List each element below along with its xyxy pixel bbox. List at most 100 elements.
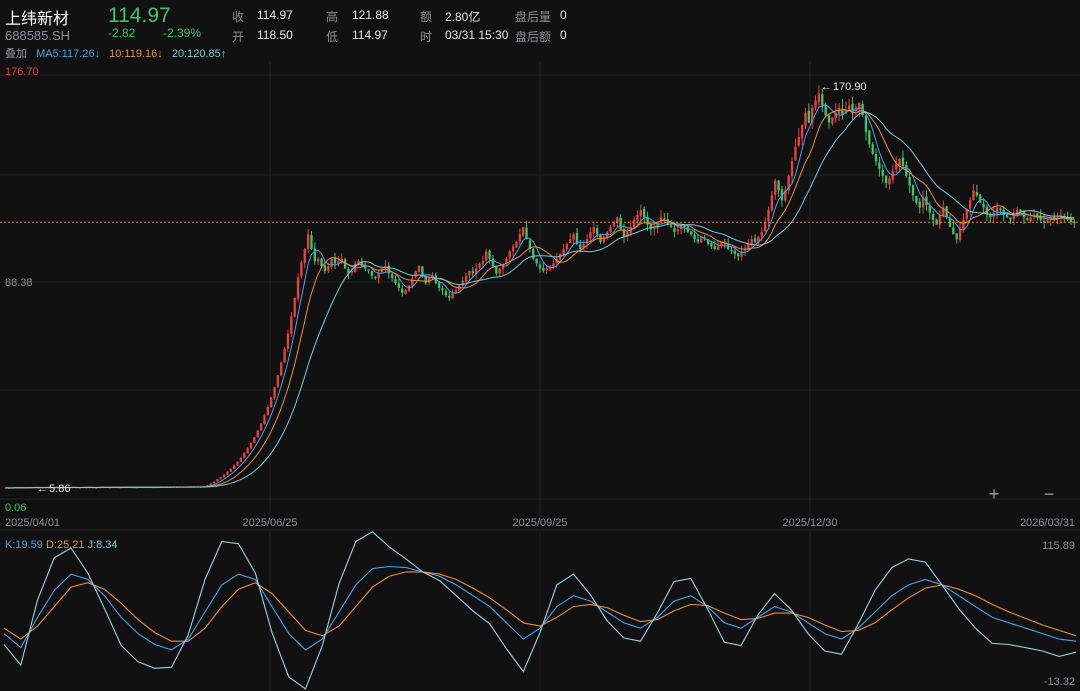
candle-body — [212, 481, 216, 484]
candle-body — [575, 233, 579, 245]
candle-body — [569, 239, 572, 244]
candle-body — [589, 231, 592, 239]
candle-body — [737, 253, 740, 257]
candle-body — [300, 262, 303, 277]
ma10-legend: 10:119.16↓ — [109, 48, 163, 60]
candle-body — [481, 261, 485, 264]
candle-body — [656, 222, 659, 229]
candle-body — [952, 227, 955, 235]
candle-body — [404, 290, 407, 294]
x-tick-label: 2025/12/30 — [782, 517, 837, 529]
candle-body — [972, 190, 975, 201]
candle-body — [216, 479, 219, 482]
price-change-pct: -2.39% — [163, 26, 202, 40]
candle-body — [965, 210, 968, 219]
close-value: 114.97 — [257, 8, 293, 22]
candle-body — [1019, 209, 1022, 213]
candle-body — [676, 229, 679, 232]
candle-body — [827, 115, 831, 123]
candle-body — [942, 207, 945, 216]
candle-body — [360, 261, 364, 267]
candle-body — [337, 261, 340, 264]
candle-body — [562, 248, 565, 255]
candle-body — [1012, 214, 1016, 219]
candle-body — [733, 250, 737, 254]
candle-body — [417, 266, 421, 272]
candle-body — [888, 178, 891, 185]
candle-body — [293, 297, 296, 317]
candle-body — [273, 387, 276, 398]
candle-body — [357, 261, 360, 264]
candle-body — [448, 295, 451, 298]
candle-body — [938, 214, 942, 225]
candle-body — [424, 276, 427, 284]
candle-body — [387, 265, 390, 274]
candle-body — [511, 246, 515, 252]
candle-body — [226, 471, 229, 475]
candle-body — [713, 246, 716, 249]
candle-body — [236, 461, 239, 466]
candle-body — [552, 263, 555, 267]
candle-body — [622, 229, 626, 237]
candle-body — [777, 180, 780, 191]
max-arrow-icon: ← — [821, 81, 832, 93]
kdj-lines — [3, 531, 1077, 690]
candle-body — [968, 200, 972, 209]
candle-body — [659, 217, 663, 221]
open-label: 开 — [232, 30, 245, 44]
kline-chart[interactable]: 176.70 88.38 0.06 ← 170.90 ← 5.86 2025/0… — [0, 62, 1080, 691]
high-label: 高 — [326, 10, 339, 24]
candle-body — [474, 268, 478, 275]
kdj-bottom-label: -13.32 — [1044, 676, 1075, 688]
candle-body — [807, 110, 811, 123]
candles — [4, 85, 1076, 489]
y-axis-mid-label: 88.38 — [5, 277, 33, 289]
candle-body — [868, 130, 871, 145]
overlay-button[interactable]: 叠加 — [5, 48, 27, 60]
candle-body — [370, 270, 374, 276]
candle-body — [831, 117, 834, 124]
candle-body — [229, 468, 233, 472]
candle-body — [542, 267, 545, 271]
stock-name: 上纬新材 — [5, 11, 70, 28]
candle-body — [478, 263, 481, 268]
candle-body — [461, 280, 464, 286]
candle-body — [68, 487, 71, 489]
time-label: 时 — [420, 30, 433, 44]
candle-body — [874, 154, 878, 162]
zoom-out-button[interactable]: − — [1043, 484, 1055, 504]
candle-body — [364, 265, 367, 269]
candle-body — [811, 107, 814, 124]
candle-body — [804, 112, 807, 127]
after-hours-volume-label: 盘后量 — [515, 10, 552, 24]
kdj-k-line — [3, 565, 1077, 651]
candle-body — [249, 442, 253, 449]
candle-body — [995, 207, 999, 214]
candle-body — [330, 258, 333, 267]
candle-body — [945, 206, 948, 218]
kdj-k-legend: K:19.59 — [5, 539, 43, 551]
candle-body — [854, 107, 858, 112]
candle-body — [306, 234, 310, 249]
candle-body — [767, 210, 770, 222]
candle-body — [532, 248, 535, 259]
candle-body — [841, 108, 844, 116]
candle-body — [545, 268, 548, 270]
candle-body — [753, 238, 757, 242]
candle-body — [760, 231, 763, 237]
candle-body — [390, 274, 394, 279]
max-price-annotation: ← 170.90 — [821, 81, 867, 93]
candle-body — [710, 242, 713, 247]
candle-body — [1009, 217, 1012, 220]
min-arrow-icon: ← — [37, 483, 48, 495]
gridlines — [0, 62, 1080, 691]
candle-body — [921, 197, 925, 208]
candle-body — [915, 195, 918, 203]
candle-body — [498, 268, 501, 274]
candle-body — [1036, 213, 1039, 218]
candle-body — [1073, 222, 1076, 224]
zoom-in-button[interactable]: + — [988, 484, 1000, 504]
candle-body — [414, 270, 417, 278]
candle-body — [683, 225, 686, 228]
candle-body — [911, 185, 915, 196]
